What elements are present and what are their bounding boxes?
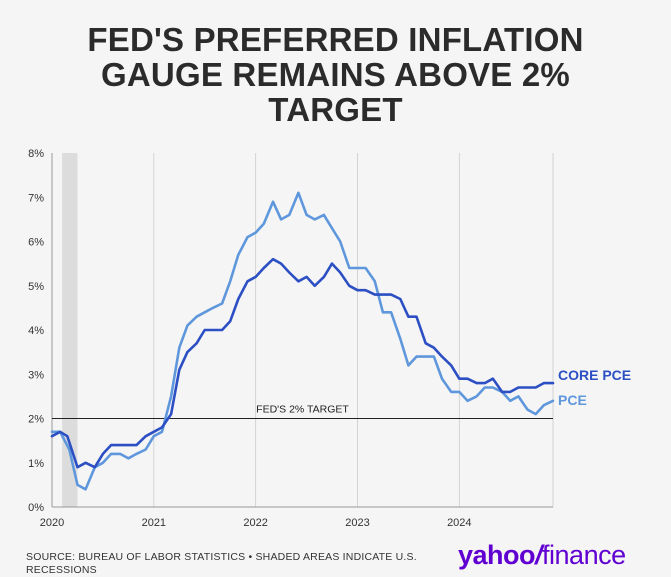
y-tick-label-3: 3% <box>28 369 44 381</box>
yahoo-finance-logo: yahoo/finance <box>458 540 658 574</box>
chart-title-line-1: FED'S PREFERRED INFLATION <box>87 21 584 58</box>
inflation-line-chart: 0% 1% 2% 3% 4% 5% 6% 7% 8% 2020 2021 2022 2023 2024 FE… <box>28 148 631 529</box>
series-line-pce <box>50 191 555 491</box>
y-tick-label-2: 2% <box>28 414 44 426</box>
x-tick-label-2024: 2024 <box>447 517 471 529</box>
chart-title-line-2: GAUGE REMAINS ABOVE 2% <box>101 56 570 93</box>
x-tick-label-2021: 2021 <box>142 517 166 529</box>
source-note: SOURCE: BUREAU OF LABOR STATISTICS • SHA… <box>26 551 417 576</box>
series-end-label-core-pce: CORE PCE <box>558 367 631 383</box>
y-tick-label-7: 7% <box>28 192 44 204</box>
series-line-core-pce <box>50 257 555 469</box>
y-tick-label-4: 4% <box>28 325 44 337</box>
series-end-label-pce: PCE <box>558 392 587 408</box>
target-line-label: FED'S 2% TARGET <box>256 404 349 416</box>
x-tick-label-2022: 2022 <box>243 517 267 529</box>
brand-slash: / <box>535 540 543 570</box>
chart-title-line-3: TARGET <box>268 91 403 128</box>
y-tick-label-8: 8% <box>28 148 44 160</box>
y-tick-label-6: 6% <box>28 237 44 249</box>
x-tick-label-2023: 2023 <box>345 517 369 529</box>
brand-yahoo: yahoo <box>458 540 536 570</box>
y-tick-label-0: 0% <box>28 502 44 514</box>
brand-finance: finance <box>542 540 626 570</box>
y-tick-label-5: 5% <box>28 281 44 293</box>
chart-title: FED'S PREFERRED INFLATION GAUGE REMAINS … <box>0 22 671 127</box>
x-tick-label-2020: 2020 <box>40 517 64 529</box>
y-tick-label-1: 1% <box>28 458 44 470</box>
